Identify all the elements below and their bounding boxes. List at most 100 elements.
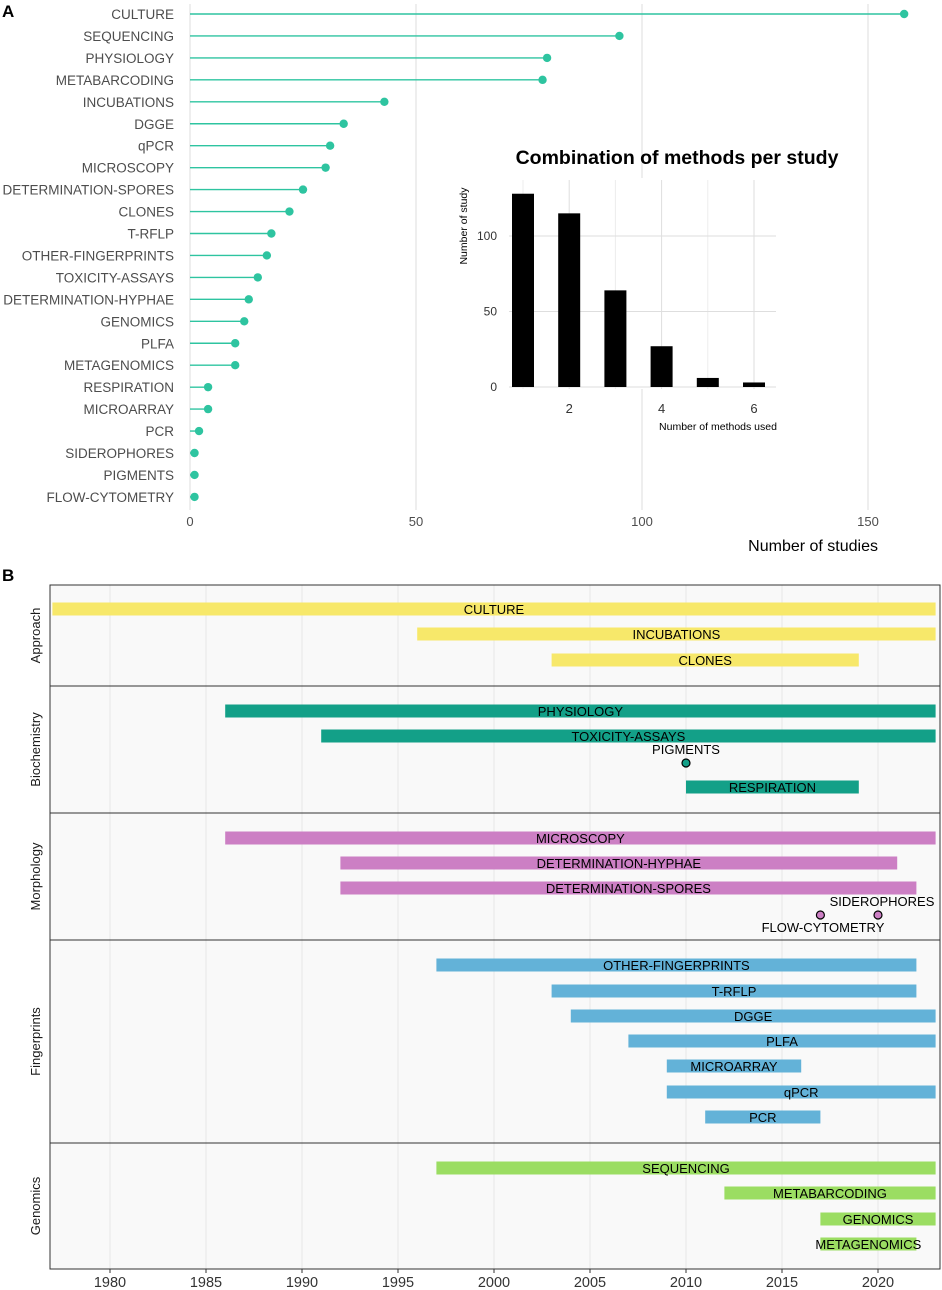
category-label: PCR <box>145 424 174 439</box>
timeline-label: MICROARRAY <box>690 1059 777 1074</box>
timeline-label: PHYSIOLOGY <box>538 704 624 719</box>
timeline-facet-border <box>49 1142 941 1270</box>
category-label: OTHER-FINGERPRINTS <box>22 248 174 263</box>
timeline-bar <box>686 780 859 794</box>
timeline-label: CULTURE <box>464 602 525 617</box>
category-label: TOXICITY-ASSAYS <box>56 270 174 285</box>
timeline-point <box>681 758 691 768</box>
timeline-x-tick-label: 1980 <box>94 1275 126 1290</box>
category-label: DGGE <box>134 117 174 132</box>
category-label: T-RFLP <box>127 227 174 242</box>
lollipop-point <box>298 185 308 194</box>
timeline-point <box>815 910 826 920</box>
category-label: SIDEROPHORES <box>65 446 174 461</box>
lollipop-point <box>325 141 335 150</box>
timeline-label: CLONES <box>678 653 732 668</box>
timeline-x-tick-label: 2010 <box>670 1275 702 1290</box>
timeline-point <box>873 910 883 920</box>
inset-x-axis-title: Number of methods used <box>659 421 777 433</box>
timeline-x-tick-label: 2000 <box>478 1275 510 1290</box>
timeline-x-tick-label: 1995 <box>382 1275 414 1290</box>
category-label: METAGENOMICS <box>64 358 174 373</box>
inset-y-axis-title: Number of study <box>458 187 470 265</box>
timeline-bar <box>225 704 936 718</box>
timeline-label: DETERMINATION-SPORES <box>546 881 711 896</box>
timeline-bar <box>551 653 859 667</box>
inset-bar <box>743 382 765 387</box>
timeline-bar <box>321 729 936 743</box>
category-label: GENOMICS <box>100 314 174 329</box>
category-label: MICROSCOPY <box>82 161 174 176</box>
timeline-bar <box>436 1161 936 1175</box>
lollipop-point <box>231 361 240 370</box>
timeline-label: GENOMICS <box>843 1212 914 1227</box>
timeline-label: PIGMENTS <box>652 742 720 757</box>
x-tick-label: 50 <box>409 514 423 529</box>
lollipop-point <box>190 470 199 480</box>
category-label: qPCR <box>138 139 174 154</box>
category-label: CLONES <box>118 205 174 220</box>
timeline-label: TOXICITY-ASSAYS <box>571 729 685 744</box>
facet-strip-label: Fingerprints <box>28 1007 43 1076</box>
timeline-label: DGGE <box>734 1009 773 1024</box>
lollipop-point <box>899 9 909 19</box>
timeline-bar <box>628 1034 936 1048</box>
category-label: INCUBATIONS <box>83 95 174 110</box>
timeline-bar <box>666 1085 936 1099</box>
category-label: FLOW-CYTOMETRY <box>46 490 174 505</box>
timeline-label: SEQUENCING <box>642 1161 729 1176</box>
timeline-bar <box>820 1212 936 1226</box>
timeline-bar <box>705 1110 821 1124</box>
timeline-label: FLOW-CYTOMETRY <box>762 920 885 935</box>
x-tick-label: 150 <box>857 514 879 529</box>
category-label: DETERMINATION-HYPHAE <box>3 292 174 307</box>
lollipop-point <box>244 295 253 304</box>
timeline-x-tick-label: 2015 <box>766 1275 798 1290</box>
facet-strip-label: Genomics <box>28 1176 43 1235</box>
timeline-x-tick-label: 1990 <box>286 1275 318 1290</box>
timeline-label: RESPIRATION <box>729 780 816 795</box>
lollipop-point <box>321 163 330 172</box>
lollipop-point <box>253 273 262 282</box>
timeline-label: SIDEROPHORES <box>830 894 935 909</box>
timeline-label: MICROSCOPY <box>536 831 625 846</box>
timeline-label: qPCR <box>784 1085 819 1100</box>
timeline-label: OTHER-FINGERPRINTS <box>603 958 750 973</box>
inset-background <box>509 178 776 389</box>
timeline-x-tick-label: 1985 <box>190 1275 222 1290</box>
x-tick-label: 0 <box>186 514 193 529</box>
panel-a-inset-bar-chart: 0 50 100 2 4 6 Combination of methods per stud… <box>458 147 839 433</box>
x-tick-label: 100 <box>631 514 653 529</box>
timeline-x-tick-label: 2020 <box>862 1275 894 1290</box>
inset-bar <box>558 213 581 387</box>
inset-y-tick-label: 50 <box>484 305 498 319</box>
inset-y-tick-label: 0 <box>490 380 497 394</box>
panel-a-letter: A <box>2 2 14 21</box>
facet-strip-label: Morphology <box>28 842 43 910</box>
category-label: CULTURE <box>111 7 174 22</box>
category-label: MICROARRAY <box>83 402 174 417</box>
category-label: PIGMENTS <box>103 468 174 483</box>
lollipop-point <box>380 97 389 107</box>
lollipop-point <box>542 53 552 63</box>
timeline-bar <box>417 627 936 641</box>
timeline-label: PLFA <box>766 1034 798 1049</box>
lollipop-point <box>194 426 204 436</box>
inset-x-tick-label: 6 <box>750 401 757 416</box>
lollipop-point <box>339 119 348 128</box>
timeline-bar <box>724 1186 936 1200</box>
lollipop-point <box>285 207 294 216</box>
inset-bar <box>512 193 534 387</box>
lollipop-point <box>240 317 249 326</box>
timeline-label: METAGENOMICS <box>815 1237 921 1252</box>
inset-x-tick-label: 2 <box>566 401 573 416</box>
x-axis-title: Number of studies <box>748 538 878 555</box>
timeline-label: T-RFLP <box>712 984 757 999</box>
lollipop-point <box>190 448 199 458</box>
timeline-label: DETERMINATION-HYPHAE <box>537 856 702 871</box>
panel-b-letter: B <box>2 566 14 585</box>
category-label: SEQUENCING <box>83 29 174 44</box>
facet-strip-label: Approach <box>28 608 43 664</box>
panel-b-timeline-chart: CULTURE INCUBATIONS CLONES Approach PHYSIOLO… <box>28 584 941 1290</box>
